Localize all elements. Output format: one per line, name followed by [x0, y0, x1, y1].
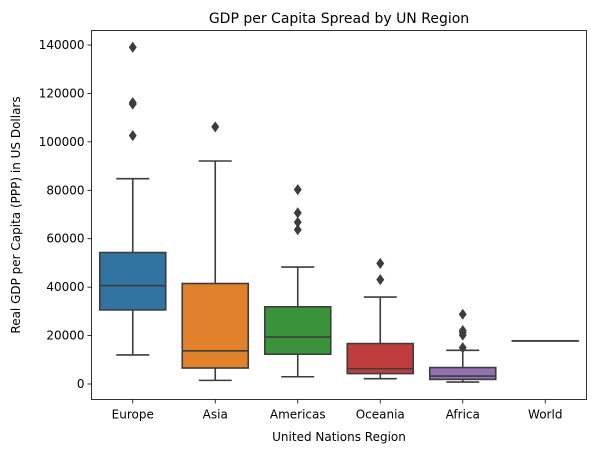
iqr-box [263, 305, 332, 356]
y-tick-label: 20000 [46, 329, 84, 343]
box-americas [263, 184, 332, 378]
outlier-point [293, 216, 302, 228]
x-tick-label: World [528, 408, 562, 422]
x-tick-label: Asia [203, 408, 228, 422]
y-tick-label: 120000 [39, 86, 85, 100]
x-tick-label: Americas [270, 408, 326, 422]
y-tick-label: 40000 [46, 280, 84, 294]
y-tick-label: 140000 [39, 38, 85, 52]
box-oceania [346, 257, 415, 380]
outlier-point [211, 121, 220, 133]
x-axis-label: United Nations Region [272, 430, 406, 444]
y-axis: 0 20000 40000 60000 80000 100000 120000 140000 [39, 38, 92, 391]
box-africa [428, 308, 497, 383]
outlier-point [293, 207, 302, 219]
iqr-box [428, 366, 497, 381]
chart-title: GDP per Capita Spread by UN Region [209, 11, 469, 27]
y-tick-label: 60000 [46, 232, 84, 246]
outlier-point [128, 97, 137, 109]
x-tick-label: Oceania [356, 408, 405, 422]
box-asia [181, 121, 250, 382]
boxes-layer [98, 41, 580, 383]
outlier-point [293, 184, 302, 196]
outlier-point [458, 342, 467, 354]
y-tick-label: 100000 [39, 135, 85, 149]
outlier-point [293, 224, 302, 236]
outlier-point [376, 257, 385, 269]
y-tick-label: 80000 [46, 183, 84, 197]
x-tick-label: Africa [446, 408, 480, 422]
plot-frame [91, 30, 587, 400]
x-axis: Europe Asia Americas Oceania Africa World [112, 399, 562, 422]
x-tick-label: Europe [112, 408, 154, 422]
box-europe [98, 41, 167, 356]
outlier-point [128, 130, 137, 142]
y-tick-label: 0 [77, 377, 85, 391]
outlier-point [376, 274, 385, 286]
plot-area [91, 30, 587, 400]
iqr-box [181, 282, 250, 369]
iqr-box [98, 251, 167, 311]
outlier-point [128, 41, 137, 53]
y-axis-label: Real GDP per Capita (PPP) in US Dollars [9, 96, 23, 333]
outlier-point [458, 324, 467, 337]
outlier-point [458, 308, 467, 320]
